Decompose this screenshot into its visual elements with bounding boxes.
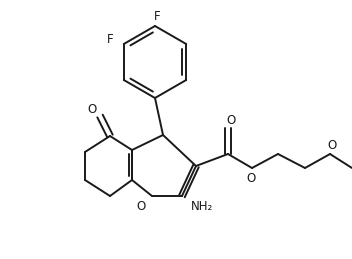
Text: O: O [136,199,146,212]
Text: F: F [107,32,113,46]
Text: NH₂: NH₂ [191,199,213,212]
Text: O: O [246,171,256,184]
Text: O: O [87,103,97,116]
Text: O: O [226,113,235,126]
Text: F: F [154,10,160,23]
Text: O: O [327,139,337,152]
